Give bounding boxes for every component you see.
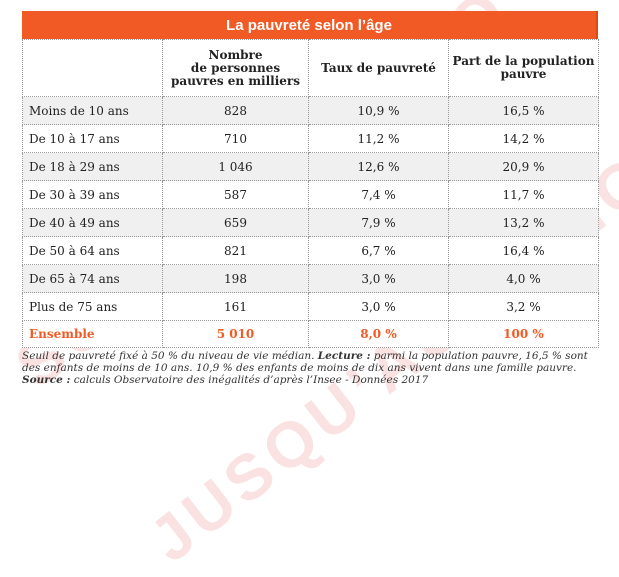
header-rate: Taux de pauvreté <box>308 39 449 97</box>
count-cell: 161 <box>162 292 309 321</box>
header-count-line2: de personnes <box>190 60 281 75</box>
age-label: De 40 à 49 ans <box>22 208 163 237</box>
table-row: De 18 à 29 ans 1 046 12,6 % 20,9 % <box>22 152 599 181</box>
rate-cell: 7,4 % <box>308 180 449 209</box>
count-cell: 710 <box>162 124 309 153</box>
header-count-line1: Nombre <box>208 47 263 62</box>
footnote-threshold: Seuil de pauvreté fixé à 50 % du niveau … <box>22 350 318 362</box>
header-age <box>22 39 163 97</box>
count-cell: 659 <box>162 208 309 237</box>
poverty-table: Nombre de personnes pauvres en milliers … <box>22 39 599 348</box>
count-cell: 198 <box>162 264 309 293</box>
share-cell: 3,2 % <box>448 292 599 321</box>
total-label: Ensemble <box>22 320 163 348</box>
footnote-source-label: Source : <box>22 374 71 386</box>
share-cell: 4,0 % <box>448 264 599 293</box>
header-count: Nombre de personnes pauvres en milliers <box>162 39 309 97</box>
age-label: De 18 à 29 ans <box>22 152 163 181</box>
count-cell: 1 046 <box>162 152 309 181</box>
table-row: De 50 à 64 ans 821 6,7 % 16,4 % <box>22 236 599 265</box>
total-rate: 8,0 % <box>308 320 449 348</box>
share-cell: 16,5 % <box>448 96 599 125</box>
header-share-line1: Part de la population <box>452 54 595 68</box>
age-label: De 30 à 39 ans <box>22 180 163 209</box>
footnote-source-text: calculs Observatoire des inégalités d’ap… <box>70 374 429 386</box>
table-title: La pauvreté selon l’âge <box>22 11 598 39</box>
age-label: De 10 à 17 ans <box>22 124 163 153</box>
share-cell: 16,4 % <box>448 236 599 265</box>
table-row: De 40 à 49 ans 659 7,9 % 13,2 % <box>22 208 599 237</box>
footnote: Seuil de pauvreté fixé à 50 % du niveau … <box>22 350 607 386</box>
count-cell: 821 <box>162 236 309 265</box>
age-label: Moins de 10 ans <box>22 96 163 125</box>
table-row: Plus de 75 ans 161 3,0 % 3,2 % <box>22 292 599 321</box>
total-count: 5 010 <box>162 320 309 348</box>
total-row: Ensemble 5 010 8,0 % 100 % <box>22 320 599 348</box>
rate-cell: 7,9 % <box>308 208 449 237</box>
table-row: Moins de 10 ans 828 10,9 % 16,5 % <box>22 96 599 125</box>
rate-cell: 12,6 % <box>308 152 449 181</box>
table-row: De 65 à 74 ans 198 3,0 % 4,0 % <box>22 264 599 293</box>
rate-cell: 10,9 % <box>308 96 449 125</box>
total-share: 100 % <box>448 320 599 348</box>
age-label: De 65 à 74 ans <box>22 264 163 293</box>
header-share: Part de la population pauvre <box>448 39 599 97</box>
header-share-line2: pauvre <box>500 67 547 81</box>
share-cell: 13,2 % <box>448 208 599 237</box>
poverty-table-container: La pauvreté selon l’âge Nombre de person… <box>22 11 599 348</box>
count-cell: 828 <box>162 96 309 125</box>
share-cell: 14,2 % <box>448 124 599 153</box>
rate-cell: 3,0 % <box>308 264 449 293</box>
header-count-line3: pauvres en milliers <box>171 73 300 88</box>
count-cell: 587 <box>162 180 309 209</box>
rate-cell: 11,2 % <box>308 124 449 153</box>
age-label: De 50 à 64 ans <box>22 236 163 265</box>
footnote-lecture-label: Lecture : <box>317 350 371 362</box>
share-cell: 11,7 % <box>448 180 599 209</box>
age-label: Plus de 75 ans <box>22 292 163 321</box>
rate-cell: 6,7 % <box>308 236 449 265</box>
table-row: De 10 à 17 ans 710 11,2 % 14,2 % <box>22 124 599 153</box>
share-cell: 20,9 % <box>448 152 599 181</box>
footnote-lecture-text: parmi la population pauvre, 16,5 % sont … <box>22 350 588 374</box>
rate-cell: 3,0 % <box>308 292 449 321</box>
table-row: De 30 à 39 ans 587 7,4 % 11,7 % <box>22 180 599 209</box>
table-header-row: Nombre de personnes pauvres en milliers … <box>22 39 599 97</box>
